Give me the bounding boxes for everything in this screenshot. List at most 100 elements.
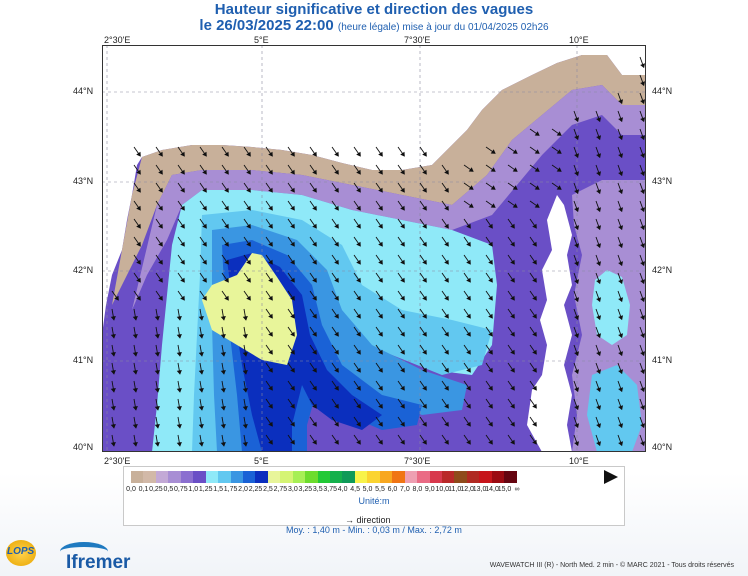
direction-arrowhead: [378, 421, 383, 427]
direction-arrowhead: [444, 187, 449, 193]
direction-arrowhead: [618, 441, 624, 447]
direction-arrowhead: [312, 313, 317, 319]
direction-arrowhead: [422, 241, 427, 247]
direction-arrowhead: [596, 225, 602, 231]
direction-arrowhead: [466, 367, 471, 373]
direction-arrowhead: [334, 439, 339, 445]
direction-arrowhead: [132, 423, 138, 429]
direction-arrowhead: [534, 185, 540, 190]
colorbar-tick-label: 0,75: [173, 486, 188, 493]
direction-arrowhead: [534, 149, 540, 154]
direction-arrowhead: [176, 369, 182, 375]
colorbar-swatch: [404, 471, 418, 483]
direction-arrowhead: [180, 241, 185, 247]
direction-arrowhead: [246, 277, 251, 283]
direction-arrowhead: [510, 259, 515, 265]
direction-arrowhead: [334, 313, 339, 319]
direction-arrowhead: [640, 261, 646, 267]
colorbar: [131, 471, 517, 483]
colorbar-arrow-icon: [604, 470, 618, 484]
direction-arrowhead: [246, 151, 251, 157]
direction-arrowhead: [158, 151, 163, 157]
direction-arrowhead: [224, 241, 229, 247]
direction-arrowhead: [176, 351, 182, 357]
direction-arrowhead: [532, 259, 537, 265]
direction-arrowhead: [268, 241, 273, 247]
lon-label-bottom-4: 10°E: [569, 456, 589, 466]
direction-arrowhead: [290, 367, 295, 373]
direction-arrowhead: [356, 187, 361, 193]
direction-arrowhead: [136, 205, 141, 211]
direction-arrowhead: [574, 171, 580, 177]
direction-arrowhead: [132, 369, 138, 375]
direction-arrowhead: [488, 259, 493, 265]
colorbar-tick-label: 3,25: [298, 486, 313, 493]
direction-arrowhead: [444, 205, 449, 211]
colorbar-swatch: [342, 471, 355, 483]
direction-arrowhead: [220, 369, 226, 375]
direction-arrowhead: [220, 423, 226, 429]
direction-arrowhead: [378, 367, 383, 373]
colorbar-tick-label: 5,5: [375, 486, 385, 493]
direction-arrowhead: [132, 333, 138, 339]
direction-arrowhead: [378, 295, 383, 301]
direction-arrowhead: [534, 131, 540, 136]
direction-arrowhead: [510, 439, 515, 445]
credit-footer: WAVEWATCH III (R) - North Med. 2 min - ©…: [489, 562, 734, 569]
direction-arrowhead: [444, 241, 449, 247]
direction-arrowhead: [574, 261, 580, 267]
direction-arrowhead: [466, 331, 471, 337]
direction-arrowhead: [312, 259, 317, 265]
direction-arrowhead: [202, 277, 207, 283]
direction-arrowhead: [618, 171, 624, 177]
direction-arrowhead: [444, 367, 449, 373]
direction-arrowhead: [220, 351, 226, 357]
direction-arrowhead: [618, 405, 624, 411]
direction-arrowhead: [510, 421, 515, 427]
colorbar-swatch: [441, 471, 455, 483]
colorbar-swatch: [305, 471, 318, 483]
direction-arrowhead: [378, 241, 383, 247]
arrow-icon: →: [345, 515, 354, 525]
direction-arrowhead: [334, 205, 339, 211]
land-mainland: [102, 45, 646, 335]
direction-arrowhead: [574, 279, 580, 285]
direction-arrowhead: [488, 241, 493, 247]
direction-arrowhead: [220, 315, 226, 321]
direction-arrowhead: [378, 259, 383, 265]
direction-arrowhead: [422, 295, 427, 301]
direction-arrowhead: [444, 421, 449, 427]
direction-arrowhead: [574, 189, 580, 195]
direction-label: direction: [356, 515, 391, 525]
colorbar-swatch: [292, 471, 306, 483]
colorbar-swatch: [143, 471, 156, 483]
direction-arrowhead: [510, 331, 515, 337]
direction-arrowhead: [574, 351, 580, 357]
direction-arrowhead: [444, 403, 449, 409]
direction-arrowhead: [154, 423, 160, 429]
colorbar-tick-label: 3,5: [312, 486, 323, 493]
direction-arrowhead: [596, 441, 602, 447]
direction-arrowhead: [596, 387, 602, 393]
ifremer-logo-text: Ifremer: [66, 552, 131, 573]
direction-arrowhead: [640, 279, 646, 285]
direction-arrowhead: [312, 223, 317, 229]
direction-arrowhead: [574, 387, 580, 393]
direction-arrowhead: [640, 441, 646, 447]
direction-arrowhead: [466, 223, 471, 229]
direction-arrowhead: [268, 421, 273, 427]
colorbar-swatch: [479, 471, 492, 483]
direction-arrowhead: [356, 421, 361, 427]
lops-logo-sun-icon: [6, 540, 36, 566]
wave-height-map[interactable]: [102, 45, 646, 452]
direction-arrowhead: [202, 205, 207, 211]
direction-arrowhead: [378, 439, 383, 445]
direction-arrowhead: [532, 403, 537, 409]
direction-arrowhead: [290, 331, 295, 337]
direction-arrowhead: [246, 241, 251, 247]
lon-label-top-3: 7°30'E: [404, 35, 431, 45]
colorbar-swatch: [205, 471, 219, 483]
direction-arrowhead: [158, 187, 163, 193]
direction-arrowhead: [640, 153, 646, 159]
direction-arrowhead: [512, 167, 518, 172]
